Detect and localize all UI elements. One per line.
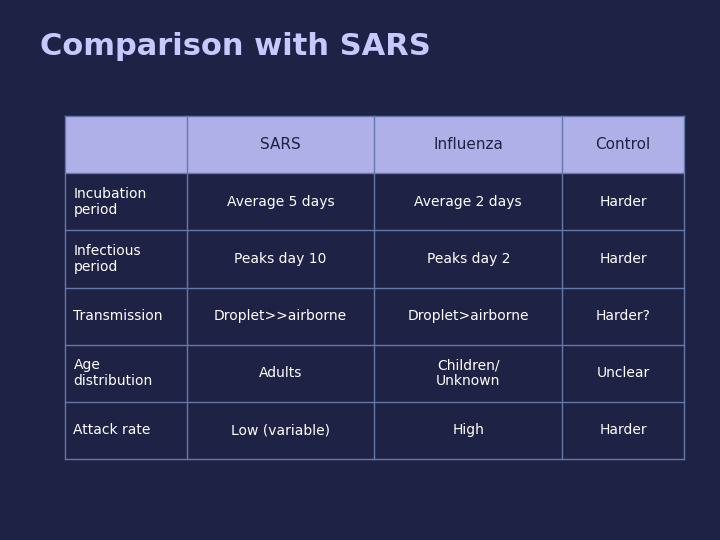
Text: Average 5 days: Average 5 days <box>227 195 334 209</box>
Text: Adults: Adults <box>259 366 302 380</box>
Text: Control: Control <box>595 137 651 152</box>
Text: Harder?: Harder? <box>595 309 650 323</box>
Text: Unclear: Unclear <box>596 366 649 380</box>
Text: Age
distribution: Age distribution <box>73 358 153 388</box>
Text: Harder: Harder <box>599 252 647 266</box>
Text: Droplet>airborne: Droplet>airborne <box>408 309 529 323</box>
Text: Incubation
period: Incubation period <box>73 187 147 217</box>
Bar <box>65 231 684 287</box>
Text: SARS: SARS <box>260 137 301 152</box>
Bar <box>65 116 684 173</box>
Bar <box>65 402 684 459</box>
Text: Peaks day 10: Peaks day 10 <box>234 252 327 266</box>
Text: Transmission: Transmission <box>73 309 163 323</box>
Text: Droplet>>airborne: Droplet>>airborne <box>214 309 347 323</box>
Text: Average 2 days: Average 2 days <box>415 195 522 209</box>
Text: Harder: Harder <box>599 423 647 437</box>
Text: Comparison with SARS: Comparison with SARS <box>40 32 431 62</box>
Text: Attack rate: Attack rate <box>73 423 150 437</box>
Text: Children/
Unknown: Children/ Unknown <box>436 358 500 388</box>
Text: Low (variable): Low (variable) <box>231 423 330 437</box>
Bar <box>65 345 684 402</box>
Bar <box>65 287 684 345</box>
Bar <box>65 173 684 231</box>
Text: High: High <box>452 423 485 437</box>
Text: Infectious
period: Infectious period <box>73 244 141 274</box>
Text: Influenza: Influenza <box>433 137 503 152</box>
Text: Harder: Harder <box>599 195 647 209</box>
Text: Peaks day 2: Peaks day 2 <box>426 252 510 266</box>
